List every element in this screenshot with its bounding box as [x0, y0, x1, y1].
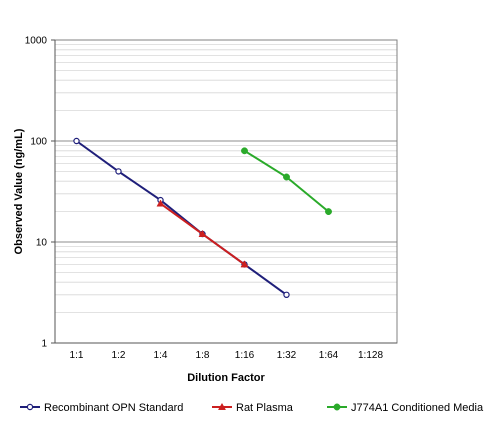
- legend-label: Recombinant OPN Standard: [44, 402, 183, 414]
- series-2: [156, 199, 249, 268]
- data-point: [283, 173, 290, 181]
- y-tick-label: 10: [36, 238, 48, 249]
- data-point: [325, 208, 332, 216]
- y-tick-label: 1: [41, 339, 47, 350]
- x-tick-label: 1:2: [112, 350, 126, 361]
- data-point: [198, 229, 207, 237]
- data-point: [241, 147, 248, 155]
- x-tick-label: 1:128: [358, 350, 383, 361]
- series-line: [75, 140, 288, 296]
- series-3: [241, 147, 332, 216]
- x-tick-label: 1:64: [319, 350, 339, 361]
- legend-item: Recombinant OPN Standard: [20, 402, 183, 414]
- x-tick-label: 1:8: [196, 350, 210, 361]
- legend-swatch-marker: [26, 403, 34, 411]
- data-point: [283, 291, 290, 299]
- legend-item: J774A1 Conditioned Media: [327, 402, 484, 414]
- y-tick-label: 100: [30, 137, 47, 148]
- x-tick-label: 1:4: [154, 350, 168, 361]
- legend-item: Rat Plasma: [212, 402, 294, 414]
- tick-labels: 1 10 100 1000 1:1 1:2 1:4 1:8 1:16 1:32 1:64 1:128: [25, 36, 384, 362]
- legend-swatch-marker: [217, 402, 227, 410]
- y-tick-label: 1000: [25, 36, 48, 47]
- x-tick-label: 1:16: [235, 350, 255, 361]
- axes: [54, 39, 398, 344]
- legend-label: Rat Plasma: [236, 402, 294, 414]
- y-axis-title: Observed Value (ng/mL): [13, 128, 25, 254]
- plot-background: [55, 40, 397, 343]
- x-axis-title: Dilution Factor: [187, 372, 265, 384]
- legend-label: J774A1 Conditioned Media: [351, 402, 484, 414]
- plot-area: [55, 40, 397, 343]
- data-point: [73, 137, 80, 145]
- x-tick-label: 1:1: [70, 350, 84, 361]
- legend-swatch-marker: [333, 403, 341, 411]
- data-point: [240, 260, 249, 268]
- data-point: [156, 199, 165, 207]
- x-tick-label: 1:32: [277, 350, 297, 361]
- series-layer: [73, 137, 332, 299]
- legend: Recombinant OPN Standard Rat Plasma J774A1…: [20, 402, 484, 414]
- data-point: [115, 168, 122, 175]
